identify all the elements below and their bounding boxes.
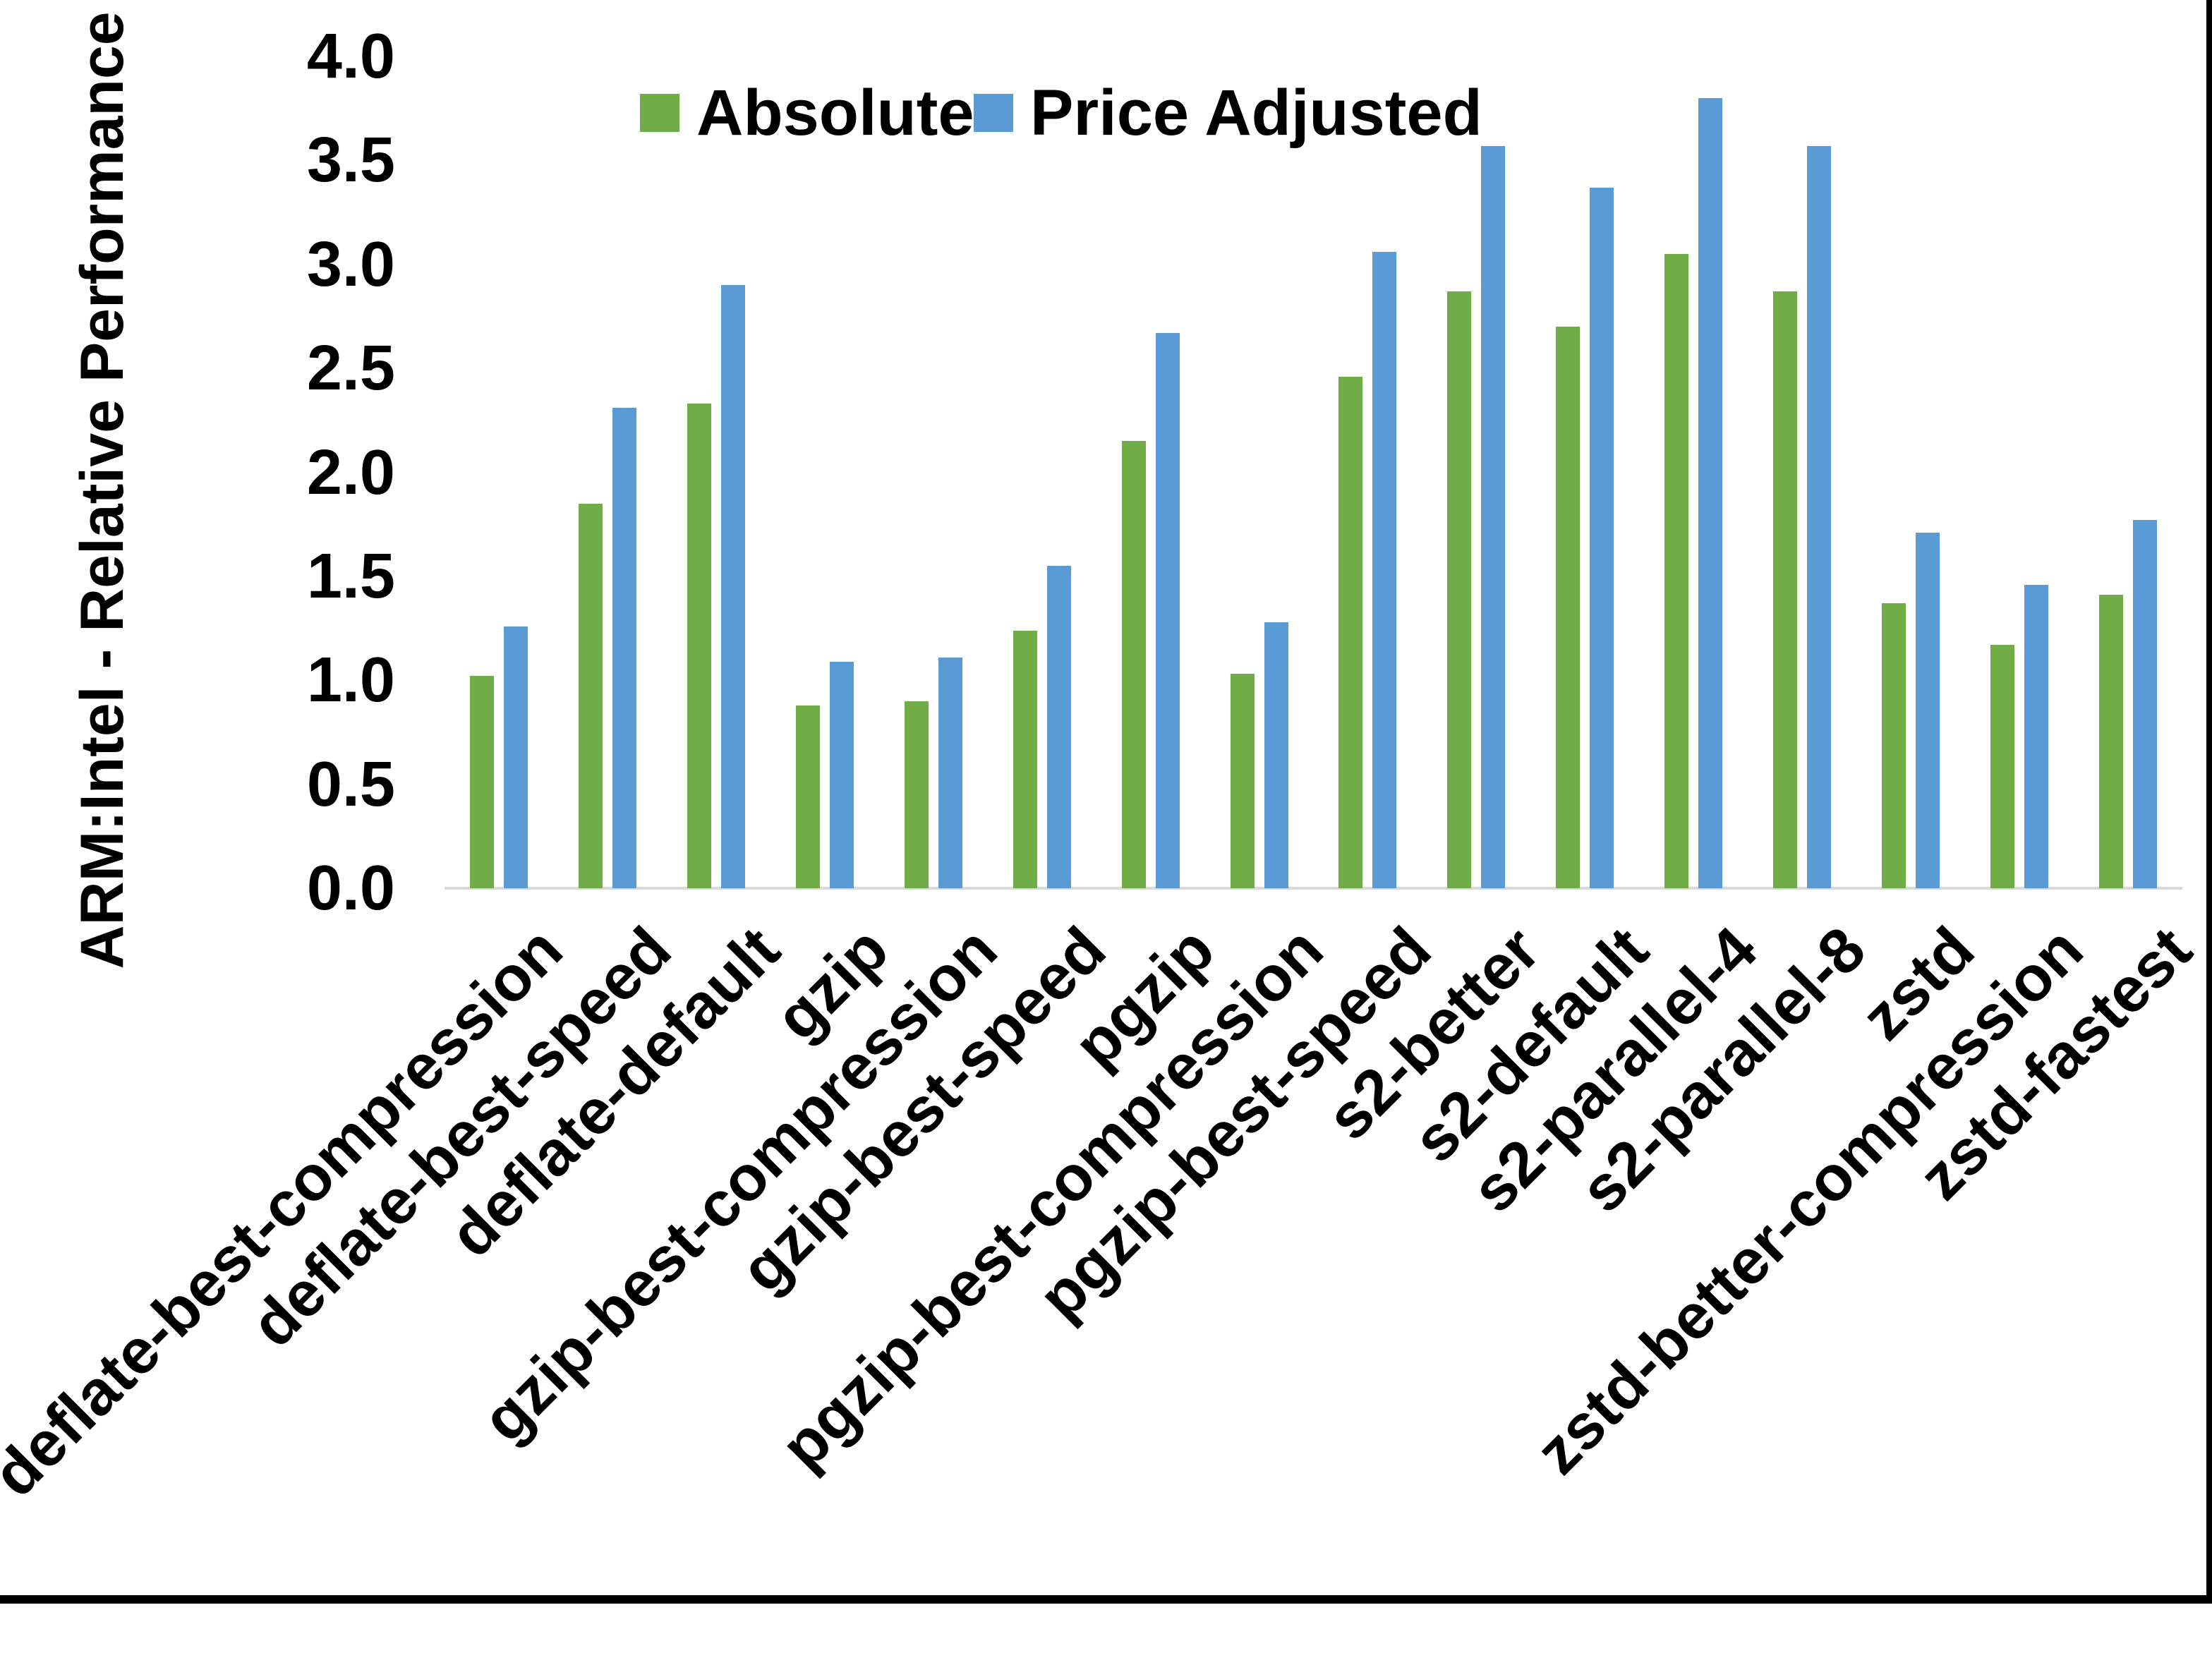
bar-price-adjusted-pgzip-best-compression bbox=[1264, 622, 1288, 888]
bar-price-adjusted-deflate-best-compression bbox=[503, 626, 528, 888]
bar-absolute-s2-parallel-8 bbox=[1773, 291, 1798, 888]
bar-absolute-gzip-best-compression bbox=[904, 701, 929, 888]
bar-absolute-deflate-default bbox=[687, 404, 711, 888]
legend-label-absolute: Absolute bbox=[696, 76, 974, 149]
y-tick-label-0.0: 0.0 bbox=[306, 853, 395, 924]
bar-absolute-pgzip-best-compression bbox=[1230, 674, 1255, 888]
y-tick-label-4.0: 4.0 bbox=[306, 21, 395, 92]
bar-price-adjusted-zstd-fastest bbox=[2133, 520, 2158, 888]
plot-area bbox=[445, 56, 2182, 888]
bar-absolute-gzip-best-speed bbox=[1013, 630, 1037, 888]
bar-absolute-zstd-fastest bbox=[2099, 595, 2124, 888]
bar-absolute-deflate-best-compression bbox=[469, 676, 494, 888]
legend-label-price-adjusted: Price Adjusted bbox=[1030, 76, 1482, 149]
bar-absolute-zstd-better-compression bbox=[1990, 645, 2015, 888]
bar-price-adjusted-s2-default bbox=[1590, 187, 1614, 888]
bar-absolute-s2-parallel-4 bbox=[1664, 254, 1689, 888]
bar-price-adjusted-gzip-best-compression bbox=[938, 657, 962, 888]
bar-price-adjusted-s2-better bbox=[1481, 145, 1506, 888]
legend-swatch-absolute bbox=[640, 94, 679, 132]
bar-absolute-s2-default bbox=[1556, 327, 1581, 888]
y-tick-label-0.5: 0.5 bbox=[306, 749, 395, 820]
bar-price-adjusted-deflate-best-speed bbox=[612, 408, 636, 888]
legend-item-absolute: Absolute bbox=[640, 74, 974, 152]
y-tick-label-2.0: 2.0 bbox=[306, 437, 395, 508]
y-tick-label-1.0: 1.0 bbox=[306, 645, 395, 716]
bar-absolute-deflate-best-speed bbox=[578, 503, 603, 888]
bar-price-adjusted-zstd bbox=[1916, 532, 1940, 888]
y-tick-label-2.5: 2.5 bbox=[306, 333, 395, 404]
bar-price-adjusted-gzip bbox=[829, 661, 854, 888]
bar-price-adjusted-s2-parallel-4 bbox=[1698, 97, 1723, 888]
bar-price-adjusted-deflate-default bbox=[720, 285, 745, 888]
x-axis-line bbox=[445, 887, 2182, 890]
bar-price-adjusted-pgzip-best-speed bbox=[1372, 252, 1397, 888]
bar-price-adjusted-s2-parallel-8 bbox=[1807, 145, 1832, 888]
bar-absolute-zstd bbox=[1882, 603, 1906, 888]
bar-absolute-pgzip-best-speed bbox=[1338, 376, 1363, 888]
y-tick-label-1.5: 1.5 bbox=[306, 540, 395, 612]
y-axis-title: ARM:Intel - Relative Performance bbox=[68, 11, 136, 969]
legend-swatch-price-adjusted bbox=[974, 94, 1013, 132]
bar-absolute-gzip bbox=[795, 705, 820, 888]
bar-absolute-pgzip bbox=[1121, 441, 1146, 888]
frame-border-bottom bbox=[0, 1595, 2212, 1604]
y-tick-label-3.5: 3.5 bbox=[306, 125, 395, 196]
legend-item-price-adjusted: Price Adjusted bbox=[974, 74, 1482, 152]
bar-absolute-s2-better bbox=[1447, 291, 1472, 888]
bar-price-adjusted-gzip-best-speed bbox=[1046, 566, 1071, 888]
bar-price-adjusted-zstd-better-compression bbox=[2024, 584, 2049, 888]
bar-price-adjusted-pgzip bbox=[1155, 333, 1180, 888]
bar-chart: ARM:Intel - Relative Performance 0.0 0.5 1… bbox=[0, 0, 2212, 1604]
y-tick-label-3.0: 3.0 bbox=[306, 229, 395, 300]
frame-border-right bbox=[2206, 0, 2212, 1604]
